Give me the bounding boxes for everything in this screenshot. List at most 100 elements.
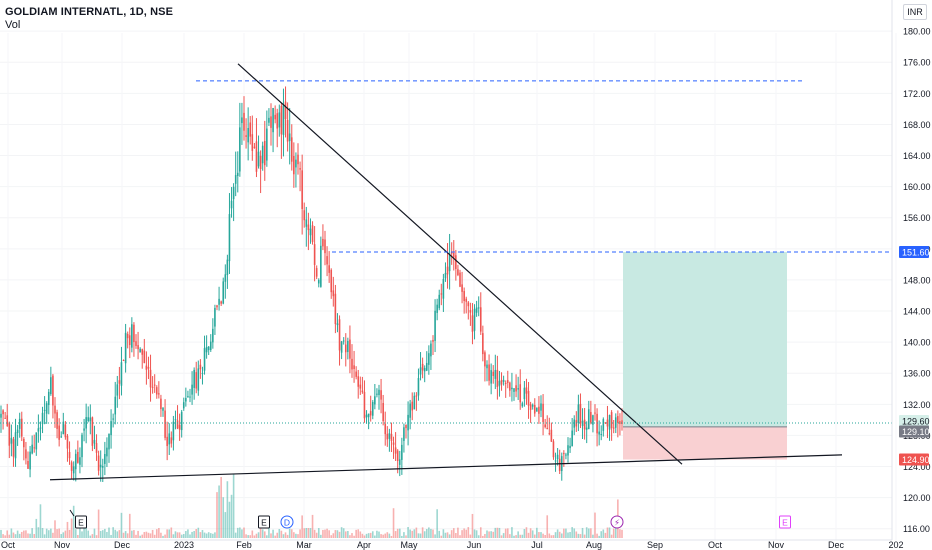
volume-bar [99, 530, 102, 538]
candle-body [245, 135, 247, 137]
volume-bar [168, 529, 171, 538]
time-tick-label: Jun [467, 540, 482, 550]
candle-body [452, 252, 455, 258]
candle-body [126, 333, 129, 339]
volume-bar [251, 530, 254, 538]
volume-bar [371, 531, 374, 538]
volume-bar [338, 531, 341, 538]
time-tick-label: Oct [708, 540, 723, 550]
candle-body [6, 415, 9, 426]
volume-bar [409, 529, 411, 538]
volume-bar [560, 533, 563, 538]
volume-bar [35, 518, 38, 538]
volume-bar [334, 530, 337, 538]
candle-body [288, 133, 291, 142]
volume-indicator-label[interactable]: Vol [5, 19, 21, 31]
candle-body [396, 450, 399, 461]
volume-bar [421, 527, 424, 538]
volume-bar [33, 534, 36, 538]
volume-bar [91, 534, 94, 538]
event-marker-label: E [261, 518, 267, 528]
candle-body [110, 421, 112, 436]
candle-body [469, 310, 472, 313]
volume-bar [108, 527, 110, 538]
candle-body [317, 279, 320, 284]
price-tick-label: 176.00 [903, 58, 931, 68]
candle-body [293, 155, 295, 175]
volume-bar [378, 531, 380, 538]
volume-bar [369, 532, 372, 538]
candle-body [274, 114, 276, 120]
candle-body [74, 453, 77, 470]
volume-bar [170, 527, 173, 538]
ascending-support-line [49, 454, 843, 481]
candle-body [573, 419, 576, 428]
candle-body [351, 358, 353, 370]
volume-bar [463, 528, 465, 538]
dividend-event-marker [280, 515, 294, 529]
candle-body [398, 459, 401, 465]
volume-bar [43, 534, 46, 538]
candle-body [137, 345, 139, 350]
volume-bar [41, 528, 44, 538]
candle-body [29, 451, 31, 470]
volume-bar [423, 531, 426, 538]
volume-bar [612, 528, 615, 538]
volume-bar [174, 531, 177, 538]
volume-bar [12, 532, 15, 538]
volume-bar [253, 535, 256, 538]
time-tick-label: Dec [828, 540, 845, 550]
volume-bar [147, 532, 150, 538]
volume-bar [407, 527, 409, 538]
volume-bar [563, 528, 565, 538]
volume-bar [347, 531, 349, 538]
volume-bar [180, 534, 183, 538]
candle-body [608, 414, 611, 430]
volume-bar [486, 530, 488, 538]
candle-body [170, 437, 173, 444]
volume-bar [201, 530, 204, 538]
target-zone [623, 251, 787, 427]
drawing-lines [0, 63, 892, 517]
candle-body [145, 365, 148, 370]
volume-bar [101, 530, 104, 538]
volume-bar [207, 532, 210, 538]
candle-body [621, 420, 623, 425]
volume-bar [70, 518, 73, 538]
candle-body [413, 395, 416, 410]
volume-bar [315, 532, 318, 538]
candle-body [415, 395, 418, 397]
volume-bar [218, 485, 220, 538]
volume-bar [222, 497, 225, 538]
candle-body [517, 388, 519, 390]
volume-bar [203, 532, 206, 538]
volume-bar [488, 531, 490, 538]
volume-bar [587, 528, 590, 538]
candle-body [392, 442, 395, 445]
volume-bar [357, 529, 360, 538]
candle-body [143, 350, 146, 364]
volume-bar [137, 530, 139, 538]
volume-bar [504, 528, 507, 538]
candle-body [421, 363, 424, 371]
volume-bar [81, 531, 83, 538]
candle-body [569, 445, 571, 449]
volume-bar [567, 532, 569, 538]
candle-body [548, 433, 551, 435]
candle-body [297, 154, 299, 165]
volume-bar [282, 534, 285, 538]
candle-body [64, 424, 67, 438]
currency-badge[interactable]: INR [903, 4, 927, 20]
candle-body [336, 323, 339, 326]
time-tick-label: Feb [236, 540, 252, 550]
candle-body [214, 307, 216, 327]
volume-bar [517, 531, 519, 538]
time-tick-label: Nov [54, 540, 71, 550]
candle-body [62, 421, 65, 435]
volume-bar [20, 531, 23, 538]
candle-body [282, 104, 285, 135]
candle-body [471, 315, 474, 332]
volume-bar [479, 527, 482, 538]
candle-body [180, 411, 183, 431]
